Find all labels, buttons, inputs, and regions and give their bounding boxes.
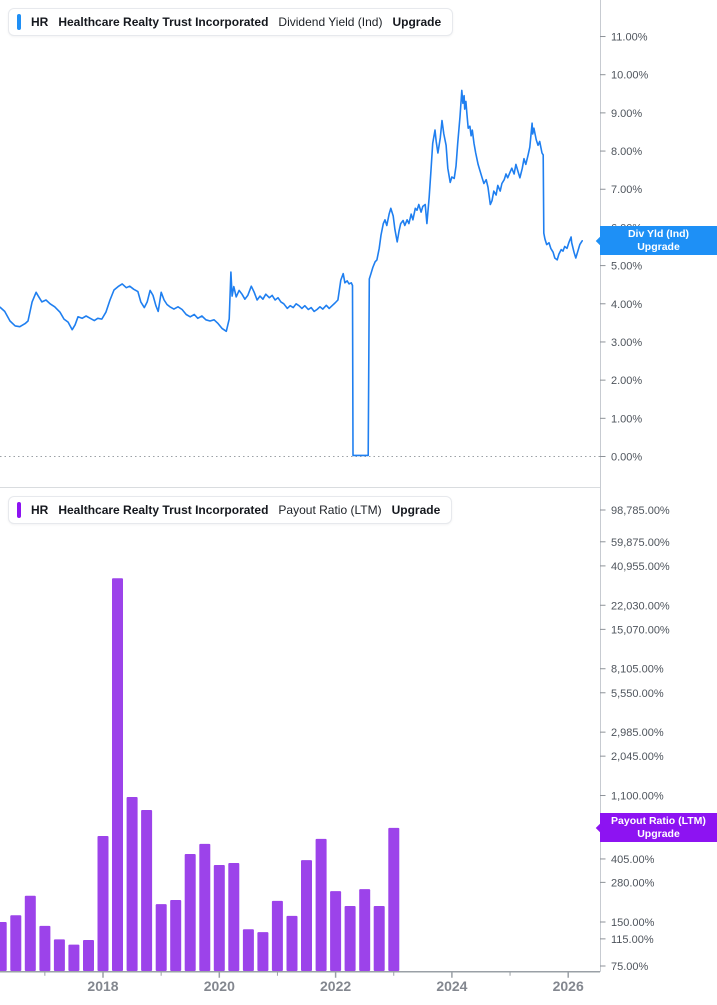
bar[interactable] <box>10 915 22 971</box>
y-tick-label: 8,105.00% <box>611 664 664 676</box>
x-axis-ticks: 2018 2020 2022 2024 2026 <box>44 971 584 994</box>
bar[interactable] <box>315 838 327 971</box>
dividend-yield-line[interactable] <box>0 89 584 457</box>
upgrade-button[interactable]: Upgrade <box>392 15 442 29</box>
bar[interactable] <box>286 915 298 971</box>
badge-metric-label: Div Yld (Ind) <box>627 228 690 240</box>
company-name-label: Healthcare Realty Trust Incorporated <box>58 503 269 517</box>
bar[interactable] <box>228 863 240 971</box>
year-label: 2024 <box>436 978 467 994</box>
y-tick-label: 150.00% <box>611 917 655 929</box>
y-tick-label: 5,550.00% <box>611 688 664 700</box>
payout-ratio-bars[interactable] <box>0 578 400 971</box>
payout-ratio-chart-legend: HR Healthcare Realty Trust Incorporated … <box>8 496 453 524</box>
badge-metric-label: Payout Ratio (LTM) <box>611 815 706 827</box>
y-tick-label: 1.00% <box>611 413 642 425</box>
bar[interactable] <box>213 865 225 971</box>
year-label: 2022 <box>320 978 351 994</box>
y-tick-label: 22,030.00% <box>611 600 670 612</box>
y-tick-label: 2,985.00% <box>611 727 664 739</box>
bar[interactable] <box>170 900 182 971</box>
y-tick-label: 5.00% <box>611 261 642 273</box>
bar[interactable] <box>301 860 312 971</box>
bar[interactable] <box>24 895 36 971</box>
y-tick-label: 9.00% <box>611 108 642 120</box>
bar[interactable] <box>373 906 385 971</box>
year-label: 2026 <box>553 978 584 994</box>
y-tick-label: 405.00% <box>611 854 655 866</box>
bar[interactable] <box>242 929 254 971</box>
y-tick-label: 8.00% <box>611 146 642 158</box>
bar[interactable] <box>257 932 269 971</box>
div-yield-axis-ticks: 0.00%1.00%2.00%3.00%4.00%5.00%6.00%7.00%… <box>600 32 649 464</box>
badge-upgrade-label[interactable]: Upgrade <box>637 827 680 840</box>
y-tick-label: 1,100.00% <box>611 791 664 803</box>
bar[interactable] <box>112 578 123 971</box>
ticker-label: HR <box>31 503 49 517</box>
bar[interactable] <box>53 939 65 971</box>
y-tick-label: 3.00% <box>611 337 642 349</box>
y-tick-label: 10.00% <box>611 70 649 82</box>
bar[interactable] <box>271 900 283 971</box>
metric-name-label: Dividend Yield (Ind) <box>278 15 383 29</box>
bar[interactable] <box>330 891 342 971</box>
bar[interactable] <box>184 854 196 971</box>
payout-ratio-last-value-badge[interactable]: Payout Ratio (LTM) Upgrade <box>595 813 717 842</box>
y-tick-label: 4.00% <box>611 299 642 311</box>
bar[interactable] <box>39 925 51 971</box>
y-tick-label: 280.00% <box>611 877 655 889</box>
y-tick-label: 59,875.00% <box>611 537 670 549</box>
badge-upgrade-label[interactable]: Upgrade <box>637 240 680 253</box>
bar[interactable] <box>97 836 109 971</box>
bar[interactable] <box>0 922 7 971</box>
upgrade-button[interactable]: Upgrade <box>391 503 441 517</box>
div-yield-last-value-badge[interactable]: Div Yld (Ind) Upgrade <box>595 226 717 255</box>
y-tick-label: 40,955.00% <box>611 561 670 573</box>
bar[interactable] <box>199 843 211 971</box>
y-tick-label: 0.00% <box>611 452 642 464</box>
payout-ratio-axis-ticks: 98,785.00% 59,875.00% 40,955.00% 22,030.00%… <box>600 505 670 973</box>
y-tick-label: 75.00% <box>611 961 649 973</box>
bar[interactable] <box>388 827 400 971</box>
bar[interactable] <box>68 944 80 971</box>
y-tick-label: 2.00% <box>611 375 642 387</box>
company-name-label: Healthcare Realty Trust Incorporated <box>58 15 269 29</box>
y-tick-label: 7.00% <box>611 184 642 196</box>
y-tick-label: 15,070.00% <box>611 624 670 636</box>
bar[interactable] <box>126 797 138 971</box>
ticker-label: HR <box>31 15 49 29</box>
dividend-yield-chart-legend: HR Healthcare Realty Trust Incorporated … <box>8 8 454 36</box>
bar[interactable] <box>155 904 167 971</box>
year-label: 2020 <box>204 978 235 994</box>
bar[interactable] <box>359 889 371 971</box>
y-tick-label: 98,785.00% <box>611 505 670 517</box>
legend-accent-bar <box>17 502 21 518</box>
year-label: 2018 <box>87 978 118 994</box>
y-tick-label: 11.00% <box>611 32 648 44</box>
bar[interactable] <box>344 906 356 971</box>
y-tick-label: 115.00% <box>611 934 654 946</box>
bar[interactable] <box>141 810 153 971</box>
legend-accent-bar <box>17 14 21 30</box>
bar[interactable] <box>83 940 94 971</box>
metric-name-label: Payout Ratio (LTM) <box>278 503 382 517</box>
y-tick-label: 2,045.00% <box>611 751 664 763</box>
